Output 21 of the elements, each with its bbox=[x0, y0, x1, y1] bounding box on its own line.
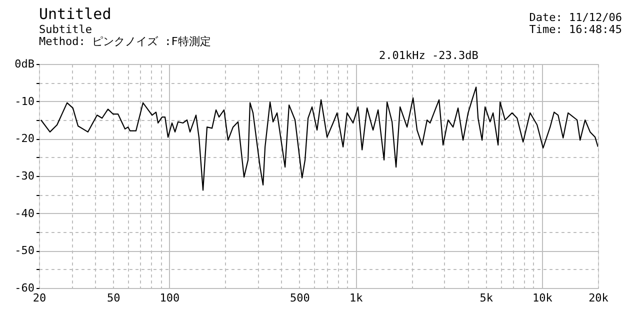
x-tick-label: 10k bbox=[532, 292, 553, 304]
y-tick-label: -50 bbox=[14, 244, 34, 258]
x-tick-label: 100 bbox=[160, 292, 180, 304]
text: Time: 16:48:45 bbox=[529, 23, 622, 36]
y-tick-label: -60 bbox=[14, 282, 34, 294]
y-tick-label: 0dB bbox=[14, 58, 35, 70]
x-tick-label: 1k bbox=[349, 292, 364, 304]
chart-title: Untitled bbox=[39, 5, 112, 23]
y-tick-label: -20 bbox=[14, 132, 34, 146]
text: Date: 11/12/06 bbox=[529, 11, 622, 24]
x-tick-label: 20k bbox=[588, 292, 609, 304]
x-tick-label: 20 bbox=[32, 292, 46, 304]
text: Method: ピンクノイズ :F特測定 bbox=[39, 35, 211, 48]
x-tick-label: 500 bbox=[290, 292, 310, 304]
y-tick-label: -40 bbox=[14, 206, 34, 220]
text: 2.01kHz -23.3dB bbox=[379, 49, 479, 62]
x-tick-label: 50 bbox=[107, 292, 120, 304]
x-tick-label: 5k bbox=[480, 292, 494, 304]
chart-subtitle: Subtitle bbox=[39, 23, 92, 36]
y-tick-label: -10 bbox=[14, 94, 34, 108]
y-tick-label: -30 bbox=[14, 170, 34, 182]
